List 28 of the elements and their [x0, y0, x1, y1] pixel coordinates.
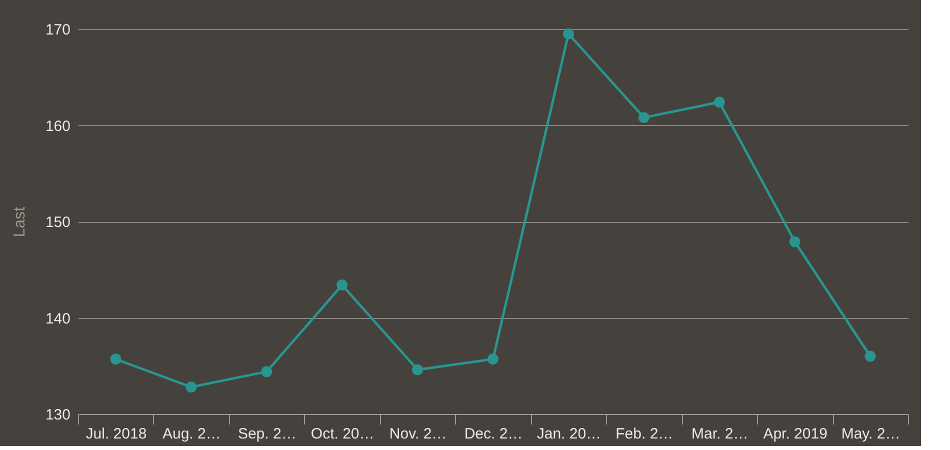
y-axis-title: Last	[11, 206, 28, 238]
point	[562, 28, 574, 40]
x-tick-label: Dec. 2…	[464, 426, 523, 442]
x-tick-label: Mar. 2…	[692, 426, 748, 442]
point	[186, 382, 197, 393]
point	[864, 350, 876, 362]
x-tick-label: Aug. 2…	[162, 426, 221, 442]
point	[714, 96, 725, 108]
y-tick-label: 150	[45, 214, 70, 231]
x-tick-label: Sep. 2…	[238, 426, 296, 442]
point	[110, 354, 122, 365]
y-tick-label: 140	[45, 310, 70, 328]
y-tick-label: 130	[45, 406, 70, 424]
x-tick-label: Jan. 20…	[536, 426, 602, 442]
point	[488, 354, 498, 365]
x-tick-label: Oct. 20…	[310, 426, 374, 442]
x-tick-label: May. 2…	[841, 426, 900, 442]
x-tick-label: Nov. 2…	[389, 426, 447, 442]
x-tick-label: Apr. 2019	[763, 426, 828, 442]
x-tick-label: Jul. 2018	[86, 426, 147, 442]
y-tick-label: 160	[45, 118, 70, 135]
point	[336, 280, 348, 290]
point	[261, 366, 272, 378]
point	[789, 236, 800, 248]
point	[412, 364, 424, 376]
point	[638, 112, 650, 124]
x-tick-label: Feb. 2…	[616, 426, 674, 442]
y-tick-label: 170	[45, 22, 70, 38]
